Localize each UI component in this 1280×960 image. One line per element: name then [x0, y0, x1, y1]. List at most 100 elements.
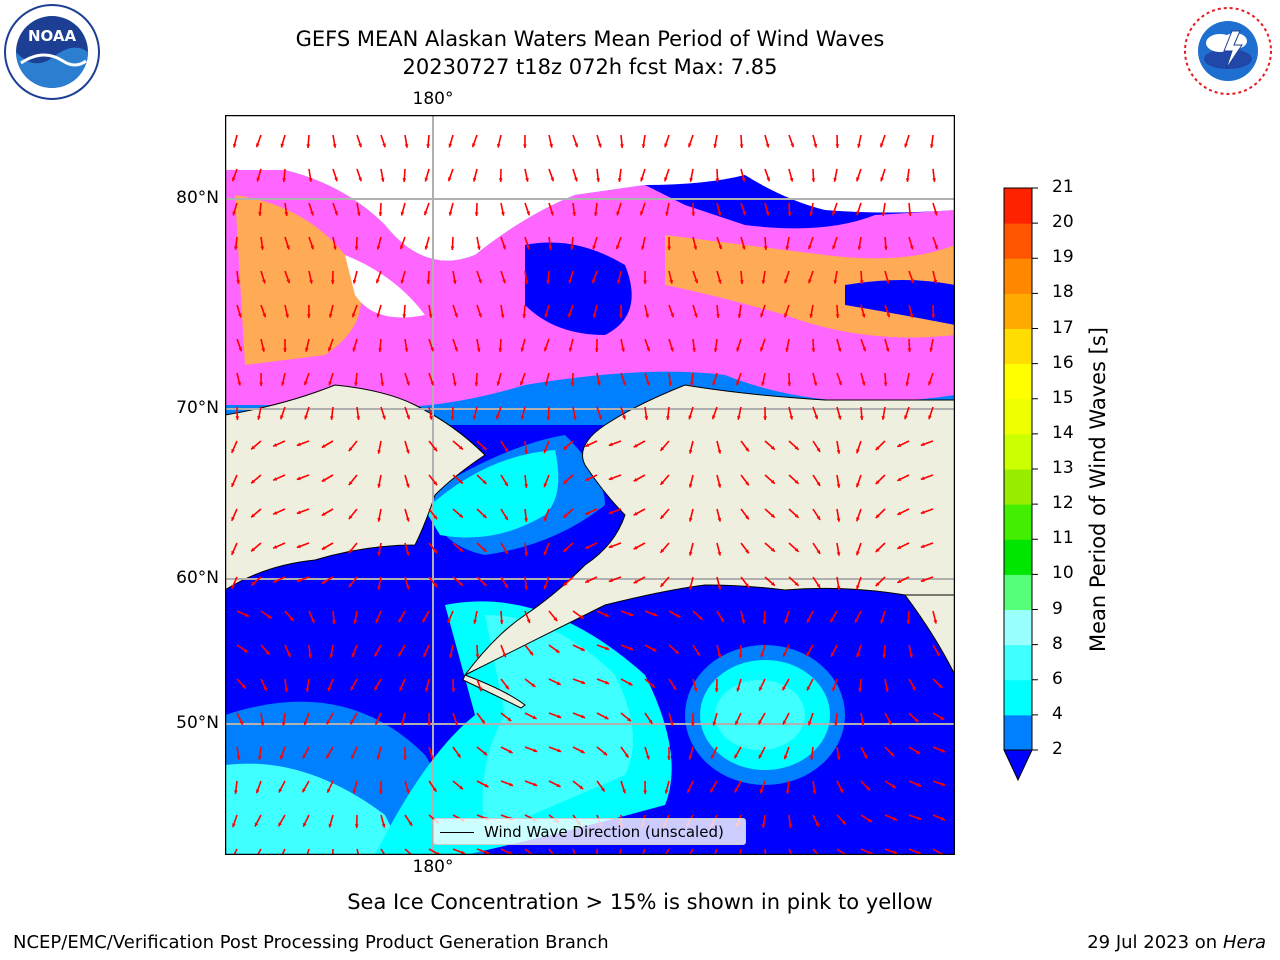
- wind-arrow-head: [570, 246, 574, 250]
- wind-arrow-head: [309, 279, 313, 284]
- wind-arrow-head: [941, 852, 944, 854]
- wind-arrow-head: [633, 443, 638, 448]
- wind-arrow-head: [579, 615, 584, 619]
- wind-arrow-head: [790, 143, 794, 148]
- wind-arrow-head: [251, 581, 255, 586]
- wind-arrow-head: [592, 313, 597, 318]
- wind-arrow-head: [520, 347, 525, 352]
- wind-arrow-head: [251, 513, 255, 518]
- wind-arrow-head: [280, 415, 284, 420]
- wind-arrow-head: [289, 617, 294, 621]
- wind-arrow-head: [377, 585, 381, 590]
- wind-arrow-head: [627, 717, 631, 722]
- wind-arrow-head: [688, 449, 693, 454]
- wind-arrow-head: [643, 280, 647, 284]
- wind-arrow-head: [262, 313, 266, 318]
- wind-arrow-head: [509, 851, 513, 854]
- wind-arrow-head: [404, 348, 409, 352]
- wind-arrow-head: [257, 756, 262, 760]
- wind-arrow-head: [875, 548, 880, 553]
- wind-arrow-head: [835, 314, 840, 318]
- wind-arrow-head: [794, 480, 799, 484]
- wind-arrow-head: [278, 822, 282, 827]
- wind-arrow-head: [932, 178, 936, 182]
- wind-arrow-head: [333, 245, 337, 250]
- wind-arrow-head: [279, 755, 284, 760]
- wind-arrow-head: [302, 788, 306, 793]
- wind-arrow-head: [348, 549, 353, 554]
- wind-arrow: [548, 848, 554, 854]
- wind-arrow-head: [459, 785, 463, 790]
- wind-arrow-head: [458, 479, 463, 484]
- wind-arrow-head: [496, 143, 501, 148]
- wind-arrow-head: [765, 211, 770, 216]
- wind-arrow-head: [832, 687, 836, 692]
- wind-arrow-head: [548, 246, 553, 250]
- wind-arrow-head: [688, 551, 693, 556]
- wind-arrow-head: [378, 212, 383, 216]
- wind-arrow-head: [523, 144, 527, 148]
- wind-arrow-head: [789, 177, 794, 182]
- wind-arrow-head: [273, 511, 278, 515]
- wind-arrow-head: [473, 619, 477, 624]
- lat-label-50: 50°N: [176, 713, 219, 733]
- graticule: [225, 115, 954, 854]
- wind-arrow-head: [259, 382, 264, 386]
- wind-arrow: [641, 848, 646, 854]
- wind-arrow-head: [238, 347, 242, 352]
- wind-arrow-head: [234, 246, 238, 250]
- wind-arrow-head: [496, 415, 500, 420]
- wind-arrow-head: [933, 279, 938, 284]
- wind-arrow-head: [281, 722, 286, 726]
- wind-arrow-head: [665, 211, 669, 216]
- wind-arrow-head: [376, 279, 380, 284]
- wind-arrow-head: [283, 348, 287, 352]
- wind-arrow-head: [882, 654, 887, 658]
- wind-arrow-head: [382, 415, 386, 420]
- wind-arrow-head: [920, 442, 925, 446]
- wind-arrow-head: [885, 347, 890, 352]
- wind-arrow-head: [450, 416, 455, 420]
- wind-arrow-head: [452, 280, 457, 284]
- wind-arrow-head: [380, 382, 385, 386]
- wind-arrow-head: [669, 721, 674, 726]
- wind-arrow-head: [285, 313, 289, 318]
- wind-arrow-head: [741, 619, 746, 624]
- wind-arrow-head: [664, 143, 668, 148]
- wind-arrow-head: [633, 579, 638, 584]
- colorbar-tick-label: 11: [1052, 528, 1074, 549]
- colorbar-segment: [1004, 609, 1032, 646]
- wind-arrow-head: [496, 381, 501, 386]
- wind-arrow-head: [377, 551, 381, 556]
- wind-arrow-head: [596, 178, 600, 182]
- wind-arrow-head: [450, 246, 455, 250]
- wind-arrow-head: [332, 144, 337, 148]
- wind-arrow-head: [861, 381, 866, 386]
- wind-arrow-head: [402, 314, 407, 318]
- wind-arrow-head: [608, 544, 613, 549]
- wind-arrow-head: [356, 416, 361, 420]
- wind-arrow-head: [398, 618, 403, 623]
- wind-arrow-head: [693, 687, 698, 692]
- wind-arrow-head: [883, 382, 888, 386]
- wind-arrow-head: [326, 754, 330, 759]
- wind-arrow-head: [886, 313, 890, 318]
- wind-arrow-head: [712, 415, 716, 420]
- wind-arrow-head: [713, 144, 718, 148]
- wind-arrow-head: [856, 517, 860, 522]
- wind-arrow-head: [273, 477, 278, 481]
- wind-arrow-head: [525, 177, 529, 182]
- wind-arrow-head: [938, 684, 943, 688]
- wind-arrow-head: [402, 178, 407, 182]
- wind-arrow-head: [861, 313, 866, 318]
- wind-arrow-head: [794, 548, 799, 552]
- colorbar-segment: [1004, 223, 1032, 259]
- wind-arrow-head: [334, 211, 338, 216]
- wind-arrow-head: [597, 143, 602, 148]
- land-alaska: [464, 384, 954, 676]
- colorbar-tick-label: 18: [1052, 282, 1074, 303]
- wind-arrow-head: [520, 381, 524, 386]
- wind-arrow-head: [712, 721, 717, 726]
- wind-arrow-head: [498, 348, 503, 352]
- wind-arrow-head: [712, 381, 716, 386]
